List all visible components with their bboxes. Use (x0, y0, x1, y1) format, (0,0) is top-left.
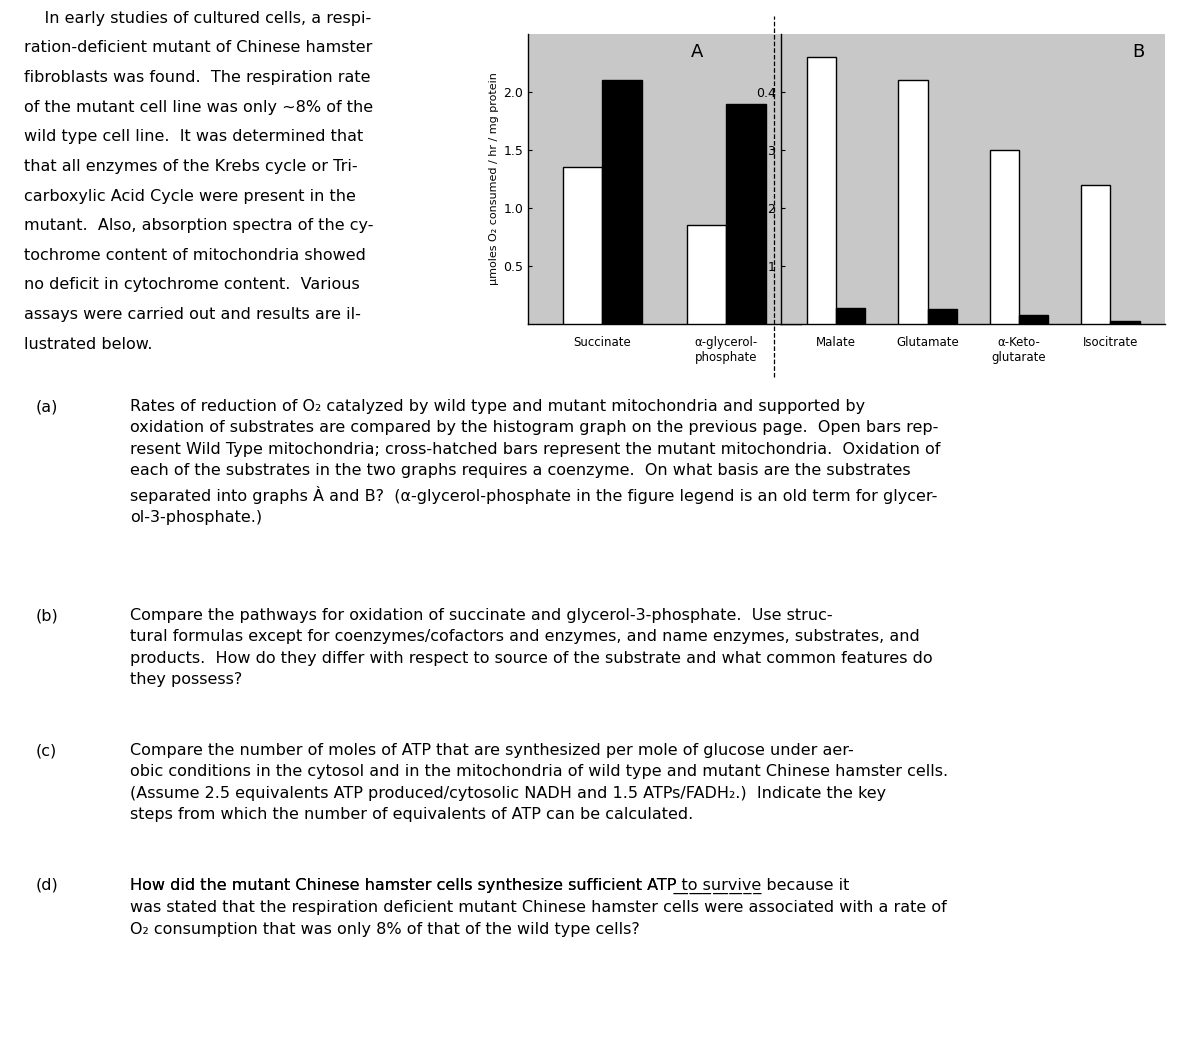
Text: Succinate: Succinate (574, 336, 631, 348)
Text: (b): (b) (36, 609, 59, 623)
Text: Malate: Malate (816, 336, 856, 348)
Text: wild type cell line.  It was determined that: wild type cell line. It was determined t… (24, 130, 364, 144)
Text: ration-deficient mutant of Chinese hamster: ration-deficient mutant of Chinese hamst… (24, 40, 372, 55)
Text: Glutamate: Glutamate (896, 336, 959, 348)
Bar (602, 81, 642, 324)
Text: How did the mutant Chinese hamster cells synthesize sufficient ATP ̲t̲o̲ ̲s̲u̲r̲: How did the mutant Chinese hamster cells… (131, 878, 947, 937)
Text: α-glycerol-
phosphate: α-glycerol- phosphate (695, 336, 758, 363)
Bar (928, 309, 956, 324)
Bar (1110, 321, 1140, 324)
Text: A: A (691, 42, 703, 61)
Text: tochrome content of mitochondria showed: tochrome content of mitochondria showed (24, 247, 366, 262)
Text: of the mutant cell line was only ~8% of the: of the mutant cell line was only ~8% of … (24, 100, 373, 115)
Text: How did the mutant Chinese hamster cells synthesize sufficient ATP: How did the mutant Chinese hamster cells… (131, 878, 682, 893)
Bar (990, 150, 1019, 324)
Text: In early studies of cultured cells, a respi-: In early studies of cultured cells, a re… (24, 11, 371, 25)
Text: (c): (c) (36, 743, 58, 758)
Bar (1081, 185, 1110, 324)
Text: mutant.  Also, absorption spectra of the cy-: mutant. Also, absorption spectra of the … (24, 218, 373, 234)
Text: (d): (d) (36, 878, 59, 893)
Bar (899, 81, 928, 324)
Text: that all enzymes of the Krebs cycle or Tri-: that all enzymes of the Krebs cycle or T… (24, 159, 358, 174)
Text: α-Keto-
glutarate: α-Keto- glutarate (991, 336, 1046, 363)
Text: fibroblasts was found.  The respiration rate: fibroblasts was found. The respiration r… (24, 70, 371, 85)
Text: Isocitrate: Isocitrate (1082, 336, 1138, 348)
Text: Compare the number of moles of ATP that are synthesized per mole of glucose unde: Compare the number of moles of ATP that … (131, 743, 948, 822)
Bar (563, 168, 602, 324)
Bar (836, 308, 865, 324)
Bar (806, 57, 836, 324)
Text: no deficit in cytochrome content.  Various: no deficit in cytochrome content. Variou… (24, 277, 360, 292)
Bar (726, 104, 766, 324)
Text: B: B (1133, 42, 1145, 61)
Y-axis label: μmoles O₂ consumed / hr / mg protein: μmoles O₂ consumed / hr / mg protein (488, 72, 499, 286)
Text: Compare the pathways for oxidation of succinate and glycerol-3-phosphate.  Use s: Compare the pathways for oxidation of su… (131, 609, 934, 687)
Text: Rates of reduction of O₂ catalyzed by wild type and mutant mitochondria and supp: Rates of reduction of O₂ catalyzed by wi… (131, 399, 941, 499)
Bar (686, 225, 726, 324)
Text: assays were carried out and results are il-: assays were carried out and results are … (24, 307, 361, 322)
Text: Rates of reduction of O₂ catalyzed by wild type and mutant mitochondria and supp: Rates of reduction of O₂ catalyzed by wi… (131, 399, 941, 525)
Text: carboxylic Acid Cycle were present in the: carboxylic Acid Cycle were present in th… (24, 189, 356, 204)
Bar (1019, 315, 1049, 324)
Text: lustrated below.: lustrated below. (24, 337, 152, 352)
Text: (a): (a) (36, 399, 59, 414)
